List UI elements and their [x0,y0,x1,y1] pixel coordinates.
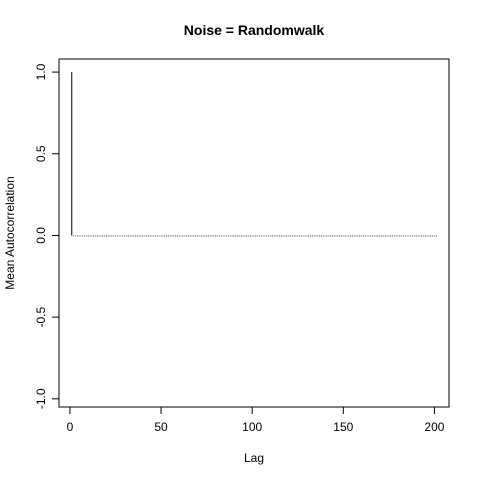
chart-title: Noise = Randomwalk [184,22,325,38]
y-tick-label: -1.0 [34,388,48,409]
y-tick-label: 0.0 [34,227,48,244]
x-tick-label: 100 [242,420,262,434]
x-axis: 0 50 100 150 200 [67,406,445,434]
y-tick-label: 0.5 [34,145,48,162]
y-tick-label: 1.0 [34,63,48,80]
y-axis: -1.0 -0.5 0.0 0.5 1.0 [34,63,60,409]
y-axis-label: Mean Autocorrelation [3,176,17,289]
y-tick-label: -0.5 [34,306,48,327]
x-tick-label: 0 [67,420,74,434]
x-tick-label: 150 [333,420,353,434]
x-axis-label: Lag [244,451,264,465]
x-tick-label: 200 [424,420,444,434]
x-tick-label: 50 [154,420,168,434]
plot-frame [58,58,450,408]
acf-bars [71,72,437,237]
